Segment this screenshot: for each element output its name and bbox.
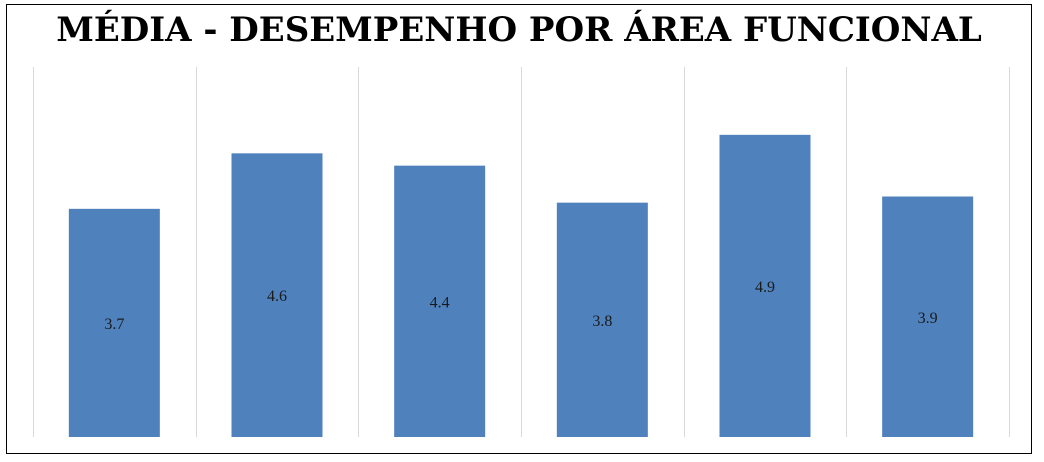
data-labels: 3.7 4.6 4.4 3.8 4.9 3.9 (104, 279, 937, 333)
bar-4 (556, 202, 648, 437)
bar-2 (231, 153, 323, 438)
bar-chart: MÉDIA - DESEMPENHO POR ÁREA FUNCIONAL 3.… (33, 9, 1010, 438)
gridlines (33, 67, 1010, 437)
data-label-2: 4.6 (267, 288, 287, 305)
bar-1 (68, 208, 160, 437)
bars (68, 134, 974, 438)
bar-5 (719, 134, 811, 438)
data-label-1: 3.7 (104, 316, 124, 333)
data-label-5: 4.9 (755, 279, 775, 296)
data-label-3: 4.4 (430, 294, 450, 311)
chart-title: MÉDIA - DESEMPENHO POR ÁREA FUNCIONAL (56, 9, 982, 50)
data-label-4: 3.8 (592, 313, 612, 330)
chart-frame: MÉDIA - DESEMPENHO POR ÁREA FUNCIONAL 3.… (6, 4, 1032, 454)
bar-6 (882, 196, 974, 437)
bar-3 (394, 165, 486, 437)
data-label-6: 3.9 (918, 310, 938, 327)
